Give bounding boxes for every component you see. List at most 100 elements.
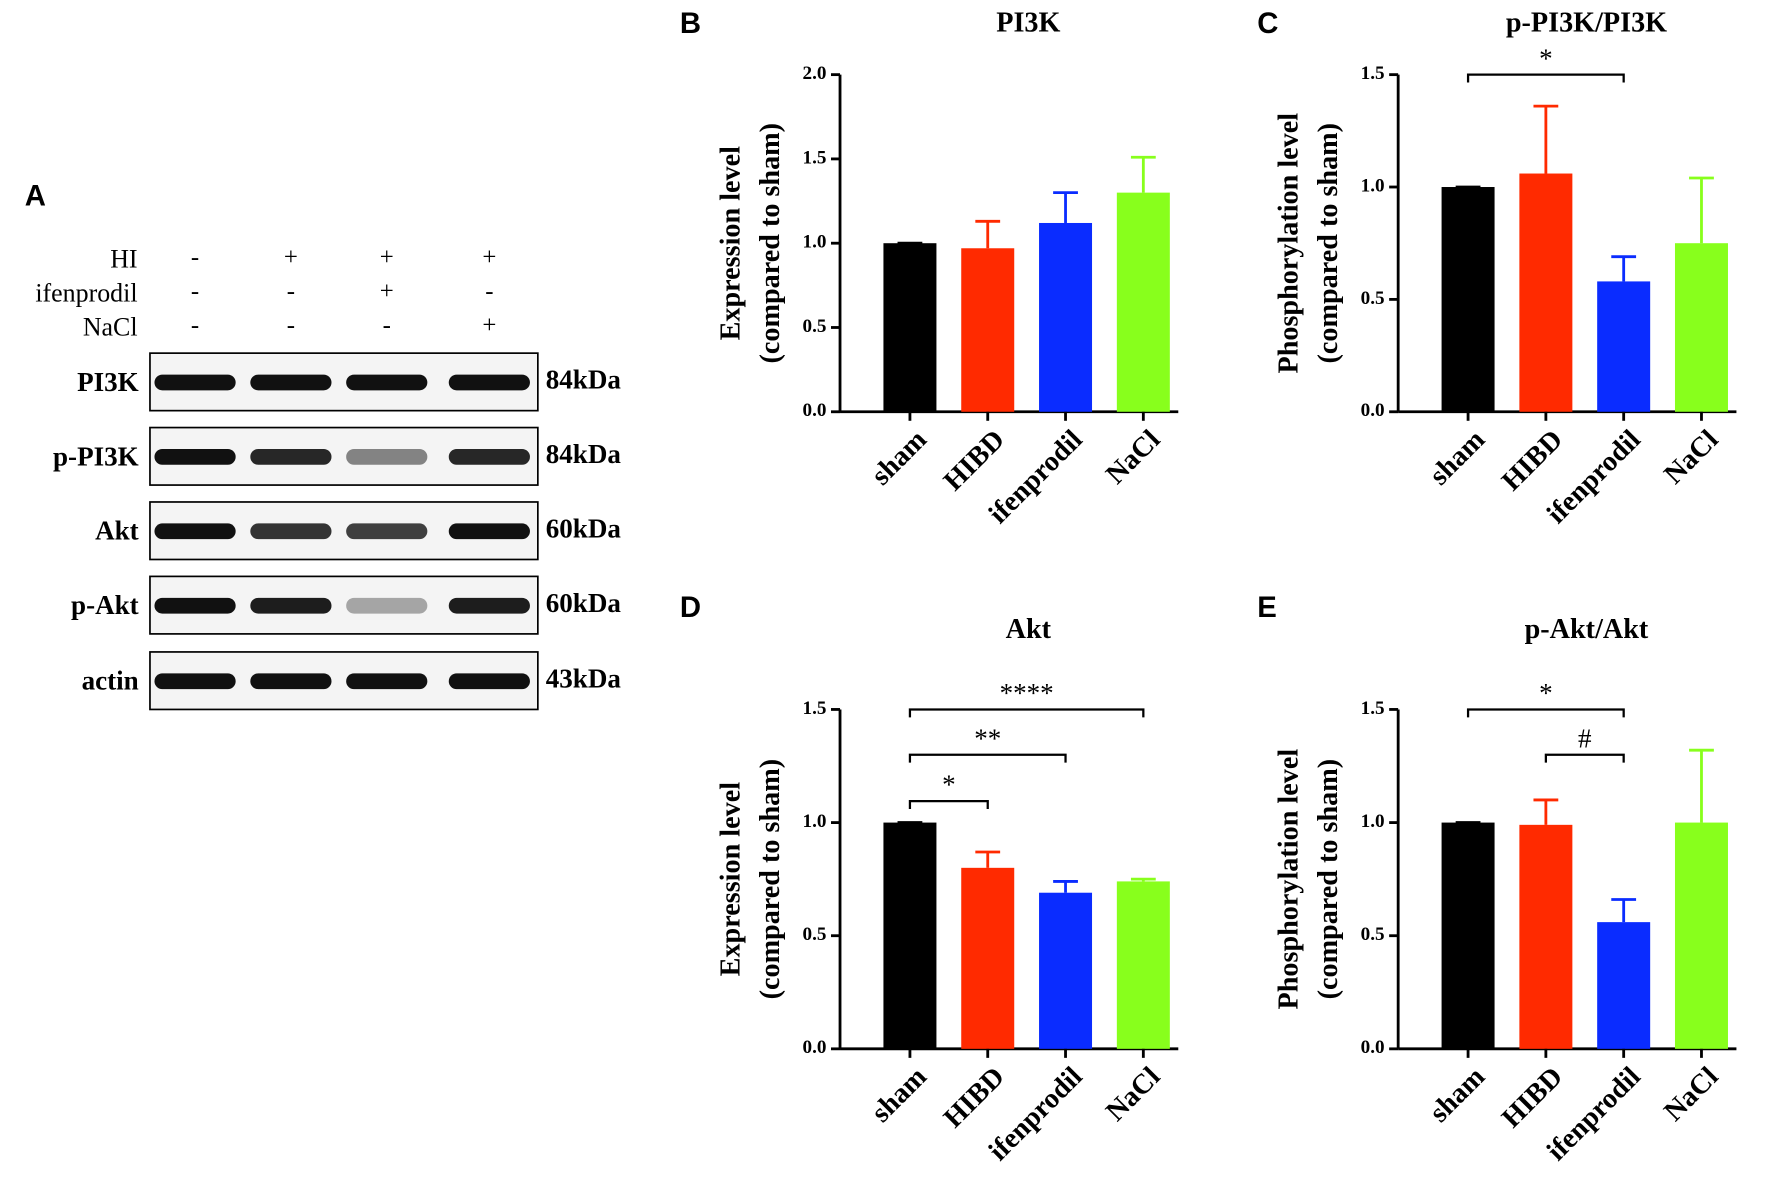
condition-sign: - (191, 278, 199, 305)
condition-sign: + (284, 244, 298, 271)
y-tick-label: 1.0 (1361, 811, 1385, 832)
condition-sign: + (380, 244, 394, 271)
bar (883, 243, 937, 412)
y-tick-label: 0.0 (803, 400, 827, 421)
significance-label: * (1539, 678, 1553, 708)
bar (1039, 892, 1093, 1049)
blot-band (346, 448, 428, 465)
panel-label: E (1257, 591, 1277, 624)
bar (1441, 187, 1495, 412)
y-tick-label: 0.5 (803, 316, 827, 337)
x-tick-label: NaCl (1100, 424, 1166, 490)
y-tick-label: 1.5 (803, 698, 827, 719)
y-axis-label: Phosphorylation level (1274, 749, 1305, 1010)
blot-band (250, 597, 332, 614)
condition-sign: + (482, 312, 496, 339)
y-tick-label: 1.5 (1361, 698, 1385, 719)
y-tick-label: 1.5 (1361, 63, 1385, 84)
bar-chart: D Akt Expression level (compared to sham) 0.… (680, 591, 1179, 1167)
bar (961, 867, 1015, 1049)
y-tick-label: 1.0 (803, 811, 827, 832)
band-size: 60kDa (546, 588, 622, 618)
panel-label: A (25, 179, 46, 212)
bar (1116, 881, 1170, 1049)
y-tick-label: 2.0 (803, 63, 827, 84)
significance-label: * (942, 770, 956, 800)
condition-sign: - (287, 278, 295, 305)
bar (1674, 243, 1728, 412)
significance-bracket (1544, 753, 1625, 763)
y-tick-label: 0.5 (1361, 288, 1385, 309)
bar (1519, 173, 1573, 412)
bar (961, 248, 1015, 412)
blot-band (448, 448, 530, 465)
blot-band (250, 523, 332, 540)
y-axis-label: (compared to sham) (755, 123, 786, 363)
y-axis-label: (compared to sham) (755, 759, 786, 999)
bar-chart: B PI3K Expression level (compared to sham) 0… (680, 7, 1179, 530)
y-axis-label: Expression level (715, 146, 746, 341)
panel-label: C (1257, 7, 1278, 40)
band-size: 84kDa (546, 439, 622, 469)
blot-band (250, 374, 332, 391)
significance-bracket (1466, 708, 1625, 718)
chart-title: Akt (1006, 614, 1052, 645)
bar (1519, 824, 1573, 1049)
x-tick-label: NaCl (1658, 1061, 1724, 1127)
blot-band (154, 523, 236, 540)
x-tick-label: sham (1424, 1061, 1491, 1128)
y-tick-label: 0.0 (1361, 400, 1385, 421)
y-tick-label: 0.0 (803, 1037, 827, 1058)
y-axis-label: Phosphorylation level (1274, 113, 1305, 374)
band-label: Akt (95, 516, 139, 546)
condition-sign: + (482, 244, 496, 271)
blot-band (448, 597, 530, 614)
band-label: PI3K (77, 367, 139, 397)
bar (883, 822, 937, 1049)
x-tick-label: HIBD (938, 1061, 1011, 1134)
chart-title: PI3K (996, 7, 1060, 38)
y-axis-label: (compared to sham) (1313, 759, 1344, 999)
significance-bracket (1466, 73, 1625, 83)
y-tick-label: 0.0 (1361, 1037, 1385, 1058)
blot-band (250, 673, 332, 690)
x-tick-label: sham (866, 424, 933, 491)
band-size: 43kDa (546, 663, 622, 693)
blot-band (154, 673, 236, 690)
y-tick-label: 0.5 (803, 924, 827, 945)
y-tick-label: 0.5 (1361, 924, 1385, 945)
significance-bracket (908, 753, 1067, 763)
x-tick-label: NaCl (1658, 424, 1724, 490)
x-tick-label: HIBD (1496, 424, 1569, 497)
y-tick-label: 1.5 (803, 147, 827, 168)
significance-bracket (908, 799, 989, 809)
significance-label: # (1578, 723, 1592, 753)
condition-sign: - (287, 312, 295, 339)
blot-band (154, 374, 236, 391)
x-tick-label: sham (866, 1061, 933, 1128)
blot-band (346, 597, 428, 614)
band-size: 60kDa (546, 513, 622, 543)
panel-label: D (680, 591, 701, 624)
bar (1441, 822, 1495, 1049)
bar (1674, 822, 1728, 1049)
panel-label: B (680, 7, 701, 40)
blot-band (346, 673, 428, 690)
x-tick-label: HIBD (1496, 1061, 1569, 1134)
condition-sign: + (380, 278, 394, 305)
y-tick-label: 1.0 (803, 232, 827, 253)
x-tick-label: NaCl (1100, 1061, 1166, 1127)
condition-sign: - (191, 312, 199, 339)
significance-label: ** (974, 723, 1001, 753)
condition-label: NaCl (83, 312, 138, 341)
bar-chart: Ep-Akt/Akt Phosphorylation level (compared… (1257, 591, 1737, 1167)
y-axis-label: Expression level (715, 782, 746, 977)
blot-band (448, 374, 530, 391)
condition-sign: - (383, 312, 391, 339)
band-label: p-PI3K (53, 441, 139, 471)
blot-band (448, 673, 530, 690)
chart-title: p-PI3K/PI3K (1506, 7, 1667, 38)
x-tick-label: HIBD (938, 424, 1011, 497)
band-label: actin (82, 666, 139, 696)
